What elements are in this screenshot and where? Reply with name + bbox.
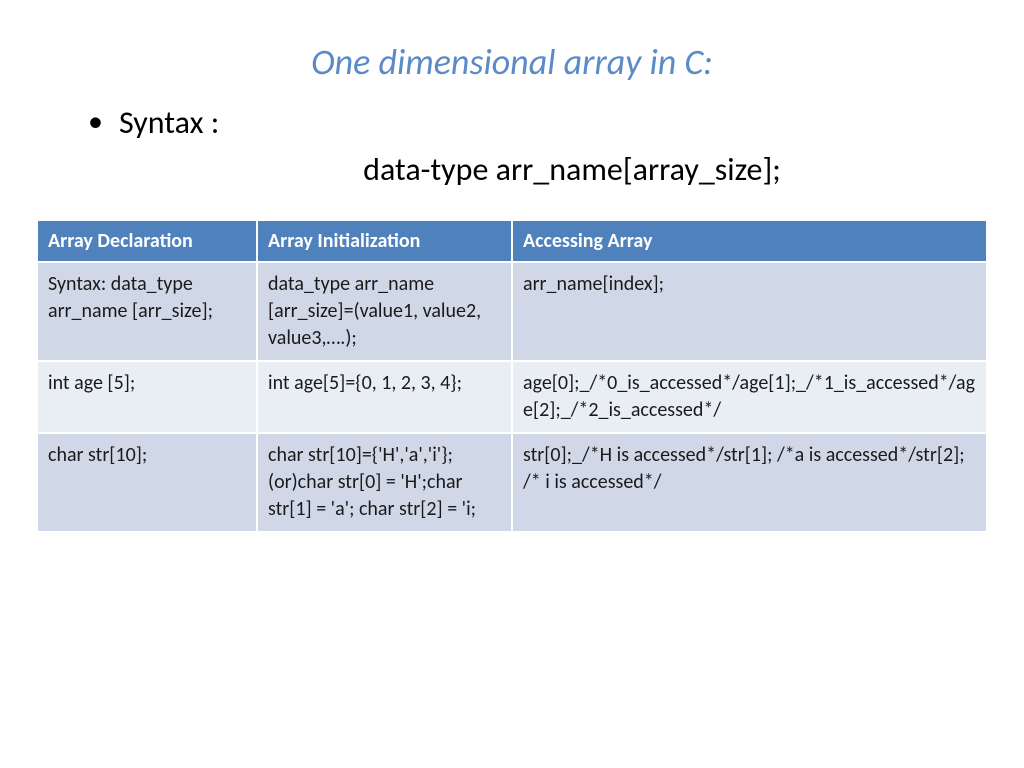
table-header-row: Array Declaration Array Initialization A… <box>37 220 987 262</box>
array-syntax-table: Array Declaration Array Initialization A… <box>36 219 988 533</box>
cell-accessing: age[0];_/*0_is_accessed*/age[1];_/*1_is_… <box>512 361 987 433</box>
table-row: Syntax: data_type arr_name [arr_size]; d… <box>37 262 987 361</box>
cell-declaration: int age [5]; <box>37 361 257 433</box>
table-row: int age [5]; int age[5]={0, 1, 2, 3, 4};… <box>37 361 987 433</box>
cell-declaration: char str[10]; <box>37 433 257 532</box>
bullet-item: • Syntax : <box>88 104 994 142</box>
cell-initialization: int age[5]={0, 1, 2, 3, 4}; <box>257 361 512 433</box>
slide-container: One dimensional array in C: • Syntax : d… <box>0 0 1024 533</box>
bullet-label: Syntax : <box>119 104 219 142</box>
table-row: char str[10]; char str[10]={'H','a','i'}… <box>37 433 987 532</box>
cell-initialization: data_type arr_name [arr_size]=(value1, v… <box>257 262 512 361</box>
col-header-initialization: Array Initialization <box>257 220 512 262</box>
col-header-declaration: Array Declaration <box>37 220 257 262</box>
cell-accessing: str[0];_/*H is accessed*/str[1]; /*a is … <box>512 433 987 532</box>
syntax-definition: data-type arr_name[array_size]; <box>150 150 994 189</box>
bullet-marker: • <box>88 104 103 140</box>
col-header-accessing: Accessing Array <box>512 220 987 262</box>
slide-title: One dimensional array in C: <box>30 40 994 84</box>
cell-accessing: arr_name[index]; <box>512 262 987 361</box>
cell-declaration: Syntax: data_type arr_name [arr_size]; <box>37 262 257 361</box>
cell-initialization: char str[10]={'H','a','i'}; (or)char str… <box>257 433 512 532</box>
